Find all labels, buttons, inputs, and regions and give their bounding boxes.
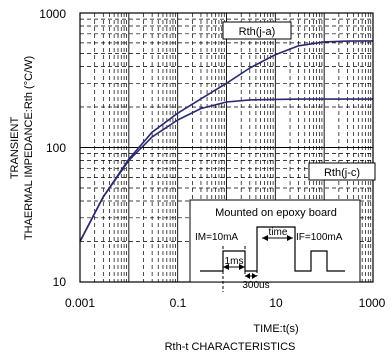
series-label-box xyxy=(222,21,292,40)
y-tick-label: 10 xyxy=(53,275,67,289)
series-line-rth-j-c xyxy=(79,98,373,242)
curves xyxy=(79,40,374,242)
inset-title: Mounted on epoxy board xyxy=(215,207,337,219)
arrow-head xyxy=(223,264,245,270)
inset-box xyxy=(189,199,361,283)
x-axis-label: TIME:t(s) xyxy=(253,323,298,335)
inset-panel: Mounted on epoxy board IM=10mA IF=100mA … xyxy=(189,199,361,292)
inset-time-label: time xyxy=(269,227,288,238)
x-tick-label: 1000 xyxy=(359,296,386,310)
x-tick-label: 10 xyxy=(269,296,283,310)
pulse-dashes xyxy=(222,230,258,292)
y-tick-label: 100 xyxy=(46,141,66,155)
series-label: Rth(j-c) xyxy=(324,167,360,179)
inset-if-label: IF=100mA xyxy=(296,232,343,243)
pulse-waveform xyxy=(200,226,345,272)
x-tick-label: 0.1 xyxy=(170,296,187,310)
y-axis-label: THAERMAL IMPEDANCE:Rth (°C/W) xyxy=(23,56,35,240)
inset-im-label: IM=10mA xyxy=(195,232,238,243)
series-label: Rth(j-a) xyxy=(239,26,276,38)
x-tick-label: 0.001 xyxy=(65,296,95,310)
arrow-head xyxy=(245,273,257,279)
y-tick-label: 1000 xyxy=(39,7,66,21)
series-line-rth-j-a xyxy=(79,40,374,242)
inset-ms-label: 1ms xyxy=(225,256,244,267)
y-axis-label: TRANSIENT xyxy=(9,117,21,180)
chart-caption: Rth-t CHARACTERISTICS xyxy=(165,341,296,353)
inset-us-label: 300us xyxy=(242,280,269,291)
series-label-box xyxy=(308,162,376,181)
